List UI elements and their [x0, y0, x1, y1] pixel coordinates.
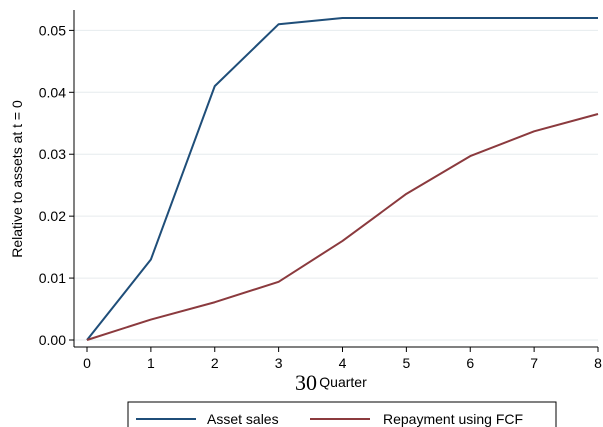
- series-line-repayment-using-fcf: [86, 113, 599, 341]
- x-axis-title: Quarter: [319, 374, 367, 390]
- y-axis-title: Relative to assets at t = 0: [9, 100, 25, 258]
- x-tick-label: 6: [466, 355, 474, 371]
- y-tick-label: 0.01: [39, 270, 66, 286]
- x-tick-label: 2: [211, 355, 219, 371]
- x-tick-label: 5: [402, 355, 410, 371]
- y-tick-label: 0.04: [39, 84, 66, 100]
- y-tick-label: 0.00: [39, 332, 66, 348]
- x-tick-label: 1: [147, 355, 155, 371]
- x-tick-label: 4: [339, 355, 347, 371]
- x-tick-label: 7: [530, 355, 538, 371]
- grid-lines: [74, 29, 598, 341]
- x-tick-label: 8: [594, 355, 602, 371]
- x-tick-label: 3: [275, 355, 283, 371]
- y-tick-label: 0.03: [39, 146, 66, 162]
- x-ticks: 0 1 2 3 4 5 6 7 8: [83, 347, 602, 371]
- y-ticks: 0.00 0.01 0.02 0.03 0.04 0.05: [39, 22, 74, 348]
- legend-label-repayment: Repayment using FCF: [383, 411, 523, 427]
- y-tick-label: 0.05: [39, 22, 66, 38]
- legend-label-asset-sales: Asset sales: [207, 411, 279, 427]
- axes: [73, 10, 598, 348]
- page-number: 30: [295, 370, 317, 395]
- y-tick-label: 0.02: [39, 208, 66, 224]
- legend: Asset sales Repayment using FCF: [127, 401, 557, 427]
- series-lines: [86, 17, 599, 341]
- x-tick-label: 0: [83, 355, 91, 371]
- series-line-asset-sales: [86, 17, 598, 341]
- legend-box: [127, 401, 557, 427]
